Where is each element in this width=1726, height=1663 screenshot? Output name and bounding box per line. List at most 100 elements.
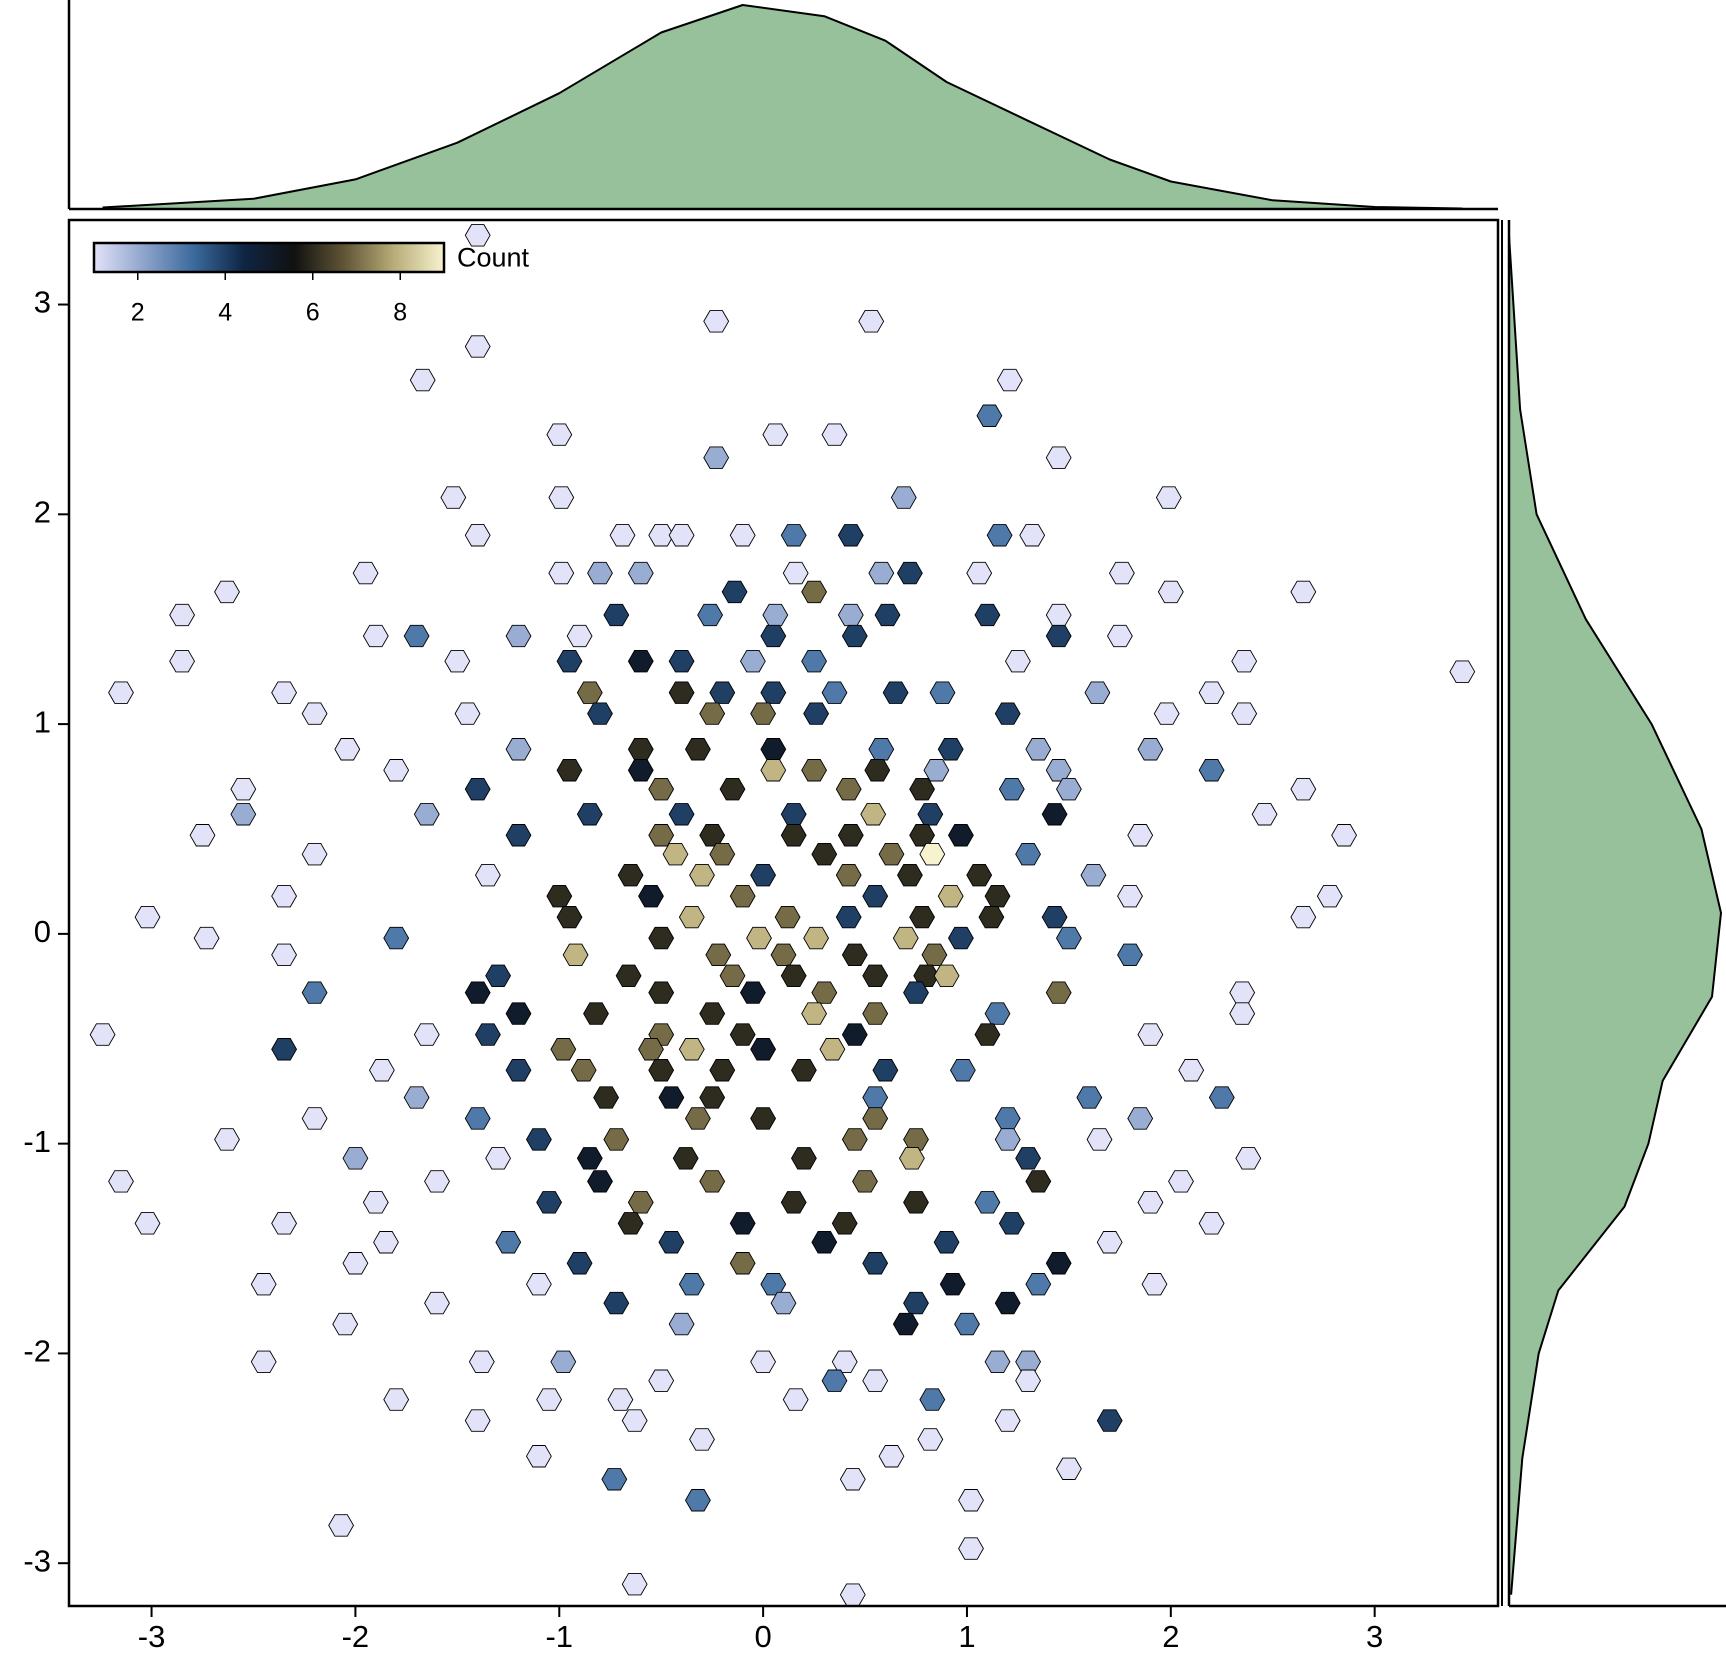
hexbin bbox=[760, 1273, 787, 1296]
hexbin bbox=[729, 1023, 756, 1046]
hexbin bbox=[271, 1212, 298, 1235]
hexbin bbox=[108, 681, 134, 704]
hexbin bbox=[760, 624, 787, 648]
hexbin bbox=[1290, 777, 1317, 801]
hexbin bbox=[485, 964, 512, 988]
y-tick-label: 1 bbox=[34, 704, 51, 739]
hexbin bbox=[1157, 580, 1184, 604]
hexbin bbox=[627, 561, 654, 585]
y-tick-label: 2 bbox=[34, 495, 51, 530]
hexbin bbox=[1231, 702, 1258, 725]
hexbin bbox=[587, 561, 613, 585]
hexbin bbox=[835, 905, 862, 929]
hexbin bbox=[831, 1350, 858, 1374]
hexbin bbox=[271, 943, 298, 967]
hexbin bbox=[566, 1252, 593, 1275]
hexbin bbox=[672, 1147, 699, 1170]
hexbin bbox=[801, 1002, 828, 1025]
hexbin bbox=[576, 1147, 603, 1170]
hexbin bbox=[1080, 863, 1107, 887]
hexbin bbox=[134, 1212, 161, 1235]
hexbin bbox=[947, 926, 974, 950]
hexbin bbox=[424, 1170, 450, 1193]
hexbin bbox=[837, 524, 864, 547]
hexbin bbox=[890, 486, 917, 509]
hexbin bbox=[862, 1369, 889, 1392]
hexbin bbox=[648, 1059, 675, 1082]
hexbin bbox=[474, 863, 501, 887]
hexbin bbox=[678, 905, 705, 929]
hexbin bbox=[464, 777, 491, 801]
hexbin bbox=[1055, 777, 1082, 801]
y-tick-label: -2 bbox=[23, 1334, 51, 1369]
hexbin bbox=[383, 759, 410, 782]
hexbin bbox=[909, 777, 936, 801]
hexbin bbox=[872, 1059, 899, 1082]
hexbin bbox=[550, 1038, 577, 1061]
hexbin bbox=[976, 404, 1003, 427]
hexbin bbox=[658, 1086, 685, 1109]
hexbin bbox=[903, 1191, 929, 1214]
hexbin bbox=[648, 1369, 675, 1392]
hexbin bbox=[658, 1231, 685, 1254]
hexbin bbox=[603, 1128, 630, 1151]
x-tick-label: 1 bbox=[958, 1619, 975, 1654]
hexbin bbox=[403, 1086, 430, 1109]
hexbin bbox=[525, 1445, 552, 1468]
hexbin bbox=[570, 1059, 597, 1082]
hexbin bbox=[505, 624, 532, 648]
hexbin bbox=[780, 803, 807, 826]
hexbin bbox=[373, 1231, 399, 1254]
hexbin bbox=[699, 1170, 726, 1193]
hexbin bbox=[821, 1369, 848, 1392]
hexbin bbox=[841, 943, 868, 967]
hexbin bbox=[994, 1128, 1021, 1151]
hexbin bbox=[750, 702, 777, 725]
hexbin bbox=[1076, 1086, 1103, 1109]
hexbin bbox=[939, 1273, 966, 1296]
hexbin bbox=[703, 310, 730, 333]
hexbin bbox=[780, 1191, 807, 1214]
hexbin bbox=[505, 824, 532, 847]
hexbin bbox=[593, 1086, 620, 1109]
hexbin bbox=[214, 1128, 240, 1151]
hexbin bbox=[837, 603, 864, 627]
hexbin bbox=[413, 1023, 440, 1046]
hexbin bbox=[1449, 660, 1476, 683]
hexbin bbox=[334, 738, 361, 761]
x-tick-label: 3 bbox=[1366, 1619, 1383, 1654]
hexbin bbox=[903, 1291, 929, 1315]
hexbin bbox=[878, 1445, 905, 1468]
hexbin bbox=[958, 1489, 984, 1512]
hexbin bbox=[709, 842, 736, 866]
hexbin bbox=[627, 759, 654, 782]
hexbin bbox=[1316, 884, 1343, 908]
colorbar bbox=[92, 241, 446, 274]
hexbin bbox=[821, 681, 848, 704]
hexbin bbox=[780, 964, 807, 988]
hexbin bbox=[678, 1273, 705, 1296]
hexbin bbox=[770, 1291, 797, 1315]
hexbin bbox=[803, 926, 830, 950]
hexbin bbox=[1041, 803, 1068, 826]
x-tick-label: -3 bbox=[138, 1619, 166, 1654]
x-tick-label: -2 bbox=[342, 1619, 370, 1654]
hexbin bbox=[862, 964, 889, 988]
hexbin bbox=[874, 603, 901, 627]
hexbin bbox=[617, 1212, 644, 1235]
hexbin bbox=[917, 1428, 944, 1451]
hexbin bbox=[621, 1409, 648, 1432]
hexbin bbox=[230, 803, 257, 826]
hexbin bbox=[301, 1107, 328, 1130]
hexbin bbox=[903, 981, 929, 1004]
hexbin bbox=[986, 524, 1013, 547]
hexbin bbox=[474, 1023, 501, 1046]
hexbin bbox=[921, 943, 948, 967]
hexbin bbox=[1025, 1273, 1052, 1296]
hexbin bbox=[1086, 1128, 1113, 1151]
hexbin bbox=[1141, 1273, 1168, 1296]
hexbin bbox=[770, 943, 797, 967]
hexbin bbox=[1331, 824, 1358, 847]
hexbin bbox=[587, 1170, 613, 1193]
hexbin bbox=[699, 1002, 726, 1025]
